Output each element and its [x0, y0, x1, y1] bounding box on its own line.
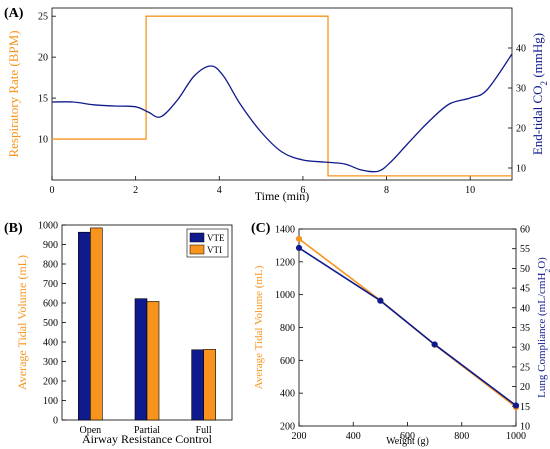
- panel-a-series-0-line: [52, 15, 512, 177]
- panel-c-series-1-point-3: [512, 402, 520, 409]
- panel-a-xtick-label-0: 0: [50, 185, 55, 196]
- panel-a-ylabel-right-subscript: 2: [539, 80, 549, 85]
- panel-a-ytick-label-left-2: 20: [38, 53, 48, 64]
- panel-b-category-0: Open: [79, 425, 101, 436]
- panel-c-ylabel-right-subscript: 2: [543, 269, 550, 273]
- panel-a-xtick-label-4: 8: [384, 185, 389, 196]
- panel-b-label: (B): [4, 221, 23, 236]
- panel-b-legend-label-1: VTI: [207, 245, 222, 255]
- panel-b-ytick-label-left-7: 700: [43, 279, 58, 290]
- panel-c-ytick-label-right-5: 35: [520, 323, 530, 334]
- panel-b-bar-chart: (B) 0 100 200 300 400 500 600 700 800 900 1000 Open P…: [4, 221, 233, 446]
- panel-b-bar-vti-2: [203, 349, 216, 421]
- panel-b-bar-vti-1: [146, 301, 160, 421]
- panel-b-legend-swatch-0: [189, 232, 205, 243]
- panel-c-ytick-label-right-1: 15: [520, 402, 530, 413]
- panel-a-ylabel-right-main: End-tidal CO: [530, 85, 545, 155]
- panel-b-bar-vte-1: [134, 298, 148, 421]
- panel-b-bar-vti-0: [90, 227, 103, 421]
- panel-a-xtick-label-5: 10: [465, 185, 475, 196]
- panel-c-series-1-point-2: [431, 341, 438, 348]
- panel-a-ytick-label-left-0: 10: [38, 135, 48, 146]
- panel-c-ytick-label-left-3: 800: [280, 323, 295, 334]
- panel-a-ytick-label-right-3: 40: [516, 44, 526, 55]
- panel-a-xtick-label-3: 6: [300, 185, 305, 196]
- panel-c-ytick-label-left-4: 1000: [275, 290, 295, 301]
- panel-b-ytick-label-left-0: 0: [53, 416, 58, 427]
- panel-c-ytick-label-right-2: 20: [520, 382, 530, 393]
- panel-c-ytick-label-right-4: 30: [520, 343, 530, 354]
- panel-b-category-1: Partial: [134, 425, 160, 436]
- panel-c-xtick-label-3: 800: [454, 431, 469, 442]
- panel-c-ytick-label-right-6: 40: [520, 303, 530, 314]
- panel-b-ytick-label-left-2: 200: [43, 377, 58, 388]
- panel-b-legend-label-0: VTE: [207, 233, 225, 243]
- panel-a-label: (A): [4, 6, 24, 21]
- panel-a-line-chart: (A) 0 2 4 6 8 10 10 15 20 25 10 20 30 40 Time (min) Resp…: [4, 6, 549, 203]
- panel-c-ytick-label-right-9: 55: [520, 244, 530, 255]
- panel-c-ytick-label-right-8: 50: [520, 264, 530, 275]
- panel-c-ytick-label-left-2: 600: [280, 356, 295, 367]
- panel-a-series-1-line: [51, 53, 513, 173]
- panel-a-ytick-label-right-1: 20: [516, 124, 526, 135]
- panel-c-xtick-label-4: 1000: [506, 431, 526, 442]
- panel-a-ytick-label-right-2: 30: [516, 84, 526, 95]
- panel-c-xtick-label-0: 200: [292, 431, 307, 442]
- panel-c-ytick-label-left-1: 400: [280, 389, 295, 400]
- panel-c-series-0-point-0: [295, 235, 303, 242]
- panel-c-label: (C): [251, 221, 271, 236]
- panel-b-bar-vte-0: [78, 231, 91, 421]
- panel-c-xlabel: Weight (g): [386, 436, 429, 447]
- panel-b-ylabel: Average Tidal Volume (mL): [15, 255, 29, 390]
- panel-a-ylabel-right-rest: (mmHg): [530, 33, 545, 81]
- panel-c-xtick-label-2: 600: [400, 431, 415, 442]
- panel-c-xtick-label-1: 400: [346, 431, 361, 442]
- panel-a-ylabel-left: Respiratory Rate (BPM): [6, 30, 21, 157]
- panel-b-ytick-label-left-1: 100: [43, 396, 58, 407]
- panel-c-series-1-point-1: [377, 297, 384, 304]
- panel-c-ylabel-right-main: Lung Compliance (mL/cmH: [536, 273, 548, 398]
- panel-c-ytick-label-right-7: 45: [520, 284, 530, 295]
- panel-a-ytick-label-right-0: 10: [516, 164, 526, 175]
- panel-b-ytick-label-left-10: 1000: [38, 221, 58, 232]
- panel-a-xtick-label-1: 2: [133, 185, 138, 196]
- panel-b-xlabel: Airway Resistance Control: [82, 432, 213, 446]
- panel-c-series-1-point-0: [295, 244, 303, 252]
- panel-c-ylabel-right: Lung Compliance (mL/cmH2O): [536, 257, 550, 398]
- panel-b-bar-vte-2: [191, 349, 204, 421]
- panel-b-ytick-label-left-3: 300: [43, 357, 58, 368]
- panel-b-legend-swatch-1: [189, 244, 205, 255]
- panel-c-ylabel-right-rest: O): [536, 257, 548, 269]
- panel-a-ytick-label-left-3: 25: [38, 12, 48, 23]
- panel-c-ytick-label-left-6: 1400: [275, 225, 295, 236]
- panel-b-ytick-label-left-8: 800: [43, 260, 58, 271]
- panel-c-ytick-label-right-10: 60: [520, 225, 530, 236]
- panel-a-xtick-label-2: 4: [217, 185, 222, 196]
- panel-c-ytick-label-right-3: 25: [520, 362, 530, 373]
- panel-c-ytick-label-right-0: 10: [520, 422, 530, 433]
- panel-c-frame: [298, 228, 517, 427]
- panel-c-ylabel-left: Average Tidal Volume (mL): [253, 265, 265, 389]
- panel-a-ytick-label-left-1: 15: [38, 94, 48, 105]
- panel-b-category-2: Full: [196, 425, 212, 436]
- panel-b-ytick-label-left-9: 900: [43, 240, 58, 251]
- panel-a-xlabel: Time (min): [255, 189, 310, 203]
- panel-b-ytick-label-left-5: 500: [43, 318, 58, 329]
- panel-a-ylabel-right: End-tidal CO2 (mmHg): [530, 33, 549, 155]
- panel-b-ytick-label-left-4: 400: [43, 338, 58, 349]
- panel-c-line-chart: (C) 200 400 600 800 1000 200 400 600 800 1000 1200 1…: [251, 221, 550, 447]
- panel-a-frame: [51, 7, 513, 181]
- panel-c-series-1-line: [298, 247, 517, 407]
- panel-b-ytick-label-left-6: 600: [43, 299, 58, 310]
- panel-c-ytick-label-left-5: 1200: [275, 257, 295, 268]
- panel-c-ytick-label-left-0: 200: [280, 422, 295, 433]
